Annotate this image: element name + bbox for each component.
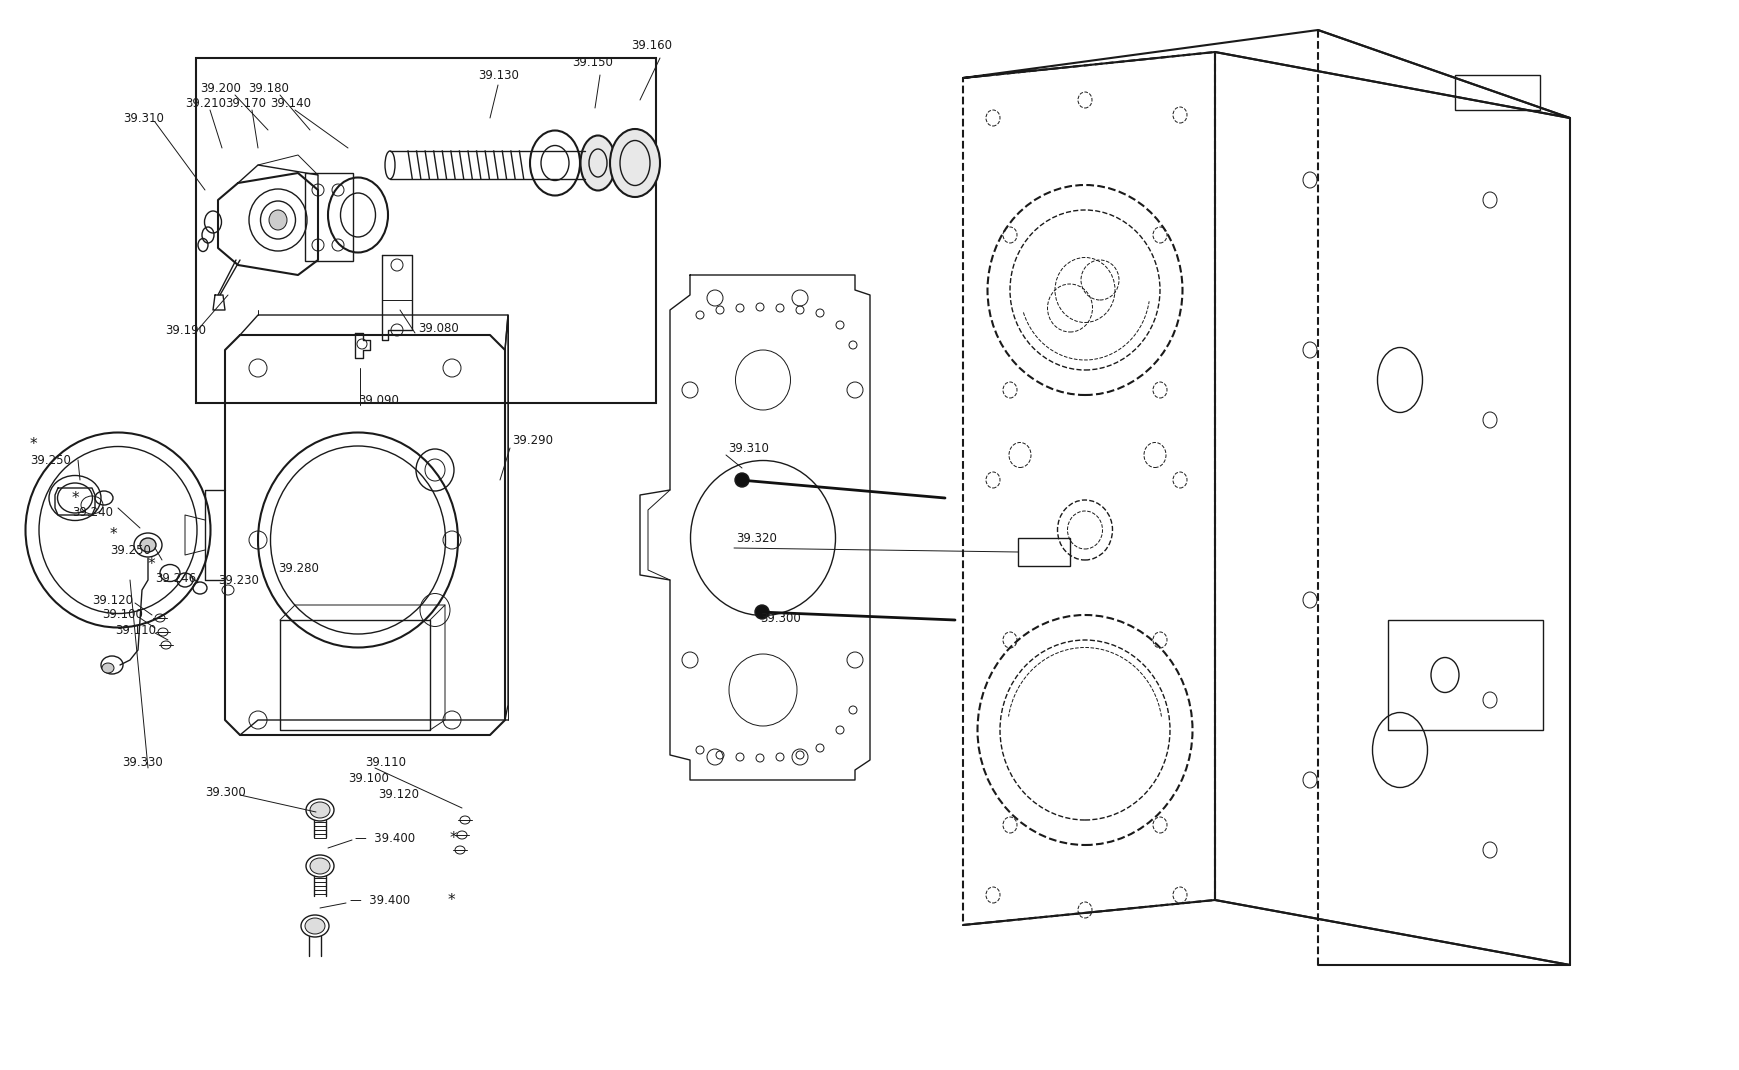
Text: 39.080: 39.080	[417, 321, 459, 335]
Text: 39.190: 39.190	[165, 323, 205, 336]
Text: 39.200: 39.200	[200, 81, 240, 94]
Bar	[1454, 75, 1539, 110]
Circle shape	[734, 473, 748, 487]
Ellipse shape	[304, 918, 325, 934]
Ellipse shape	[310, 858, 330, 874]
Text: *: *	[71, 490, 80, 505]
Text: *: *	[110, 528, 118, 542]
Text: 39.130: 39.130	[478, 68, 518, 81]
Text: 39.246: 39.246	[155, 571, 197, 584]
Text: —  39.400: — 39.400	[350, 893, 410, 906]
Text: *: *	[148, 557, 155, 572]
Text: 39.110: 39.110	[365, 755, 405, 768]
Text: 39.100: 39.100	[348, 771, 388, 784]
Ellipse shape	[139, 538, 157, 552]
Text: 39.170: 39.170	[224, 96, 266, 109]
Text: 39.300: 39.300	[760, 611, 800, 625]
Bar	[1388, 620, 1542, 730]
Text: 39.100: 39.100	[103, 609, 143, 622]
Text: 39.300: 39.300	[205, 785, 245, 798]
Text: 39.250: 39.250	[30, 454, 71, 467]
Text: *: *	[450, 830, 457, 845]
Text: 39.310: 39.310	[123, 111, 163, 124]
Bar	[304, 173, 353, 261]
Text: 39.110: 39.110	[115, 624, 157, 637]
Ellipse shape	[310, 802, 330, 817]
Circle shape	[755, 605, 769, 620]
Ellipse shape	[610, 129, 659, 197]
Text: 39.240: 39.240	[71, 505, 113, 519]
Text: 39.290: 39.290	[511, 433, 553, 446]
Text: 39.230: 39.230	[217, 574, 259, 586]
Bar	[197, 58, 656, 403]
Text: 39.150: 39.150	[572, 56, 612, 68]
Text: 39.120: 39.120	[92, 594, 132, 607]
Bar	[1017, 538, 1069, 566]
Ellipse shape	[103, 663, 115, 673]
Text: 39.160: 39.160	[631, 39, 671, 51]
Text: 39.330: 39.330	[122, 755, 163, 768]
Text: 39.180: 39.180	[249, 81, 289, 94]
Text: 39.090: 39.090	[358, 394, 398, 407]
Text: —  39.400: — 39.400	[355, 831, 416, 844]
Text: 39.310: 39.310	[727, 442, 769, 455]
Text: 39.210: 39.210	[184, 96, 226, 109]
Text: 39.280: 39.280	[278, 562, 318, 575]
Text: 39.140: 39.140	[270, 96, 311, 109]
Text: *: *	[447, 892, 456, 907]
Text: 39.320: 39.320	[736, 532, 776, 545]
Text: 39.120: 39.120	[377, 789, 419, 801]
Text: 39.250: 39.250	[110, 544, 151, 556]
Text: *: *	[30, 438, 38, 453]
Ellipse shape	[581, 136, 616, 190]
Ellipse shape	[270, 210, 287, 230]
